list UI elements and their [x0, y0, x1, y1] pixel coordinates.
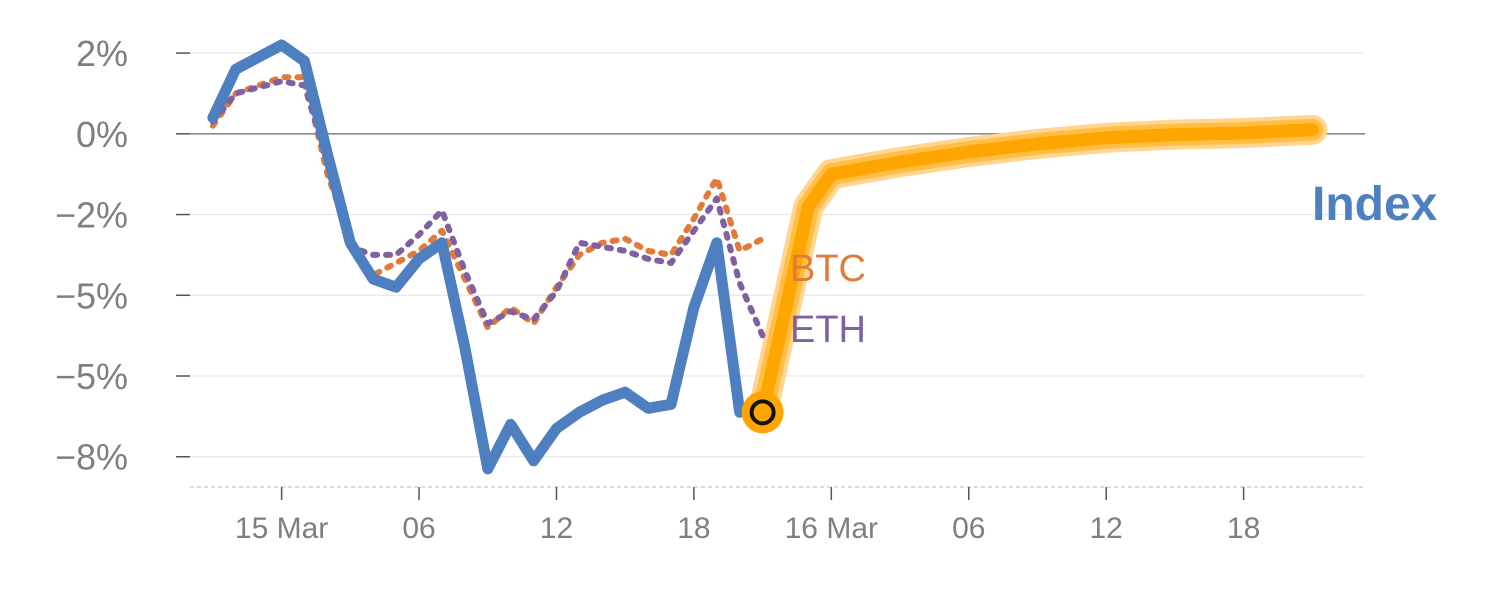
forecast-start-marker [749, 399, 776, 426]
y-tick-label: −5% [55, 356, 128, 397]
y-axis: 2% 0% −2% −5% −5% −8% [55, 33, 190, 478]
y-tick-label: 2% [76, 33, 128, 74]
forecast-line [756, 123, 1319, 419]
x-tick-label: 18 [677, 512, 710, 545]
x-tick-label: 15 Mar [235, 512, 328, 545]
x-axis: 15 Mar 06 12 18 16 Mar 06 12 18 [190, 486, 1365, 545]
x-tick-label: 18 [1227, 512, 1260, 545]
series-labels: BTC ETH Index [790, 178, 1438, 351]
y-tick-label: −8% [55, 437, 128, 478]
series-label-eth: ETH [790, 309, 866, 351]
x-tick-label: 06 [952, 512, 985, 545]
series-label-btc: BTC [790, 248, 866, 290]
x-tick-label: 06 [402, 512, 435, 545]
x-tick-label: 12 [1089, 512, 1122, 545]
series-line-btc [209, 74, 766, 331]
y-tick-label: 0% [76, 114, 128, 155]
series-label-index: Index [1312, 178, 1438, 231]
series-line-index [207, 39, 746, 475]
x-tick-label: 12 [540, 512, 573, 545]
series-line-eth [209, 78, 766, 339]
y-tick-label: −5% [55, 275, 128, 316]
y-tick-label: −2% [55, 195, 128, 236]
x-tick-label: 16 Mar [785, 512, 878, 545]
series-lines [207, 39, 1328, 475]
